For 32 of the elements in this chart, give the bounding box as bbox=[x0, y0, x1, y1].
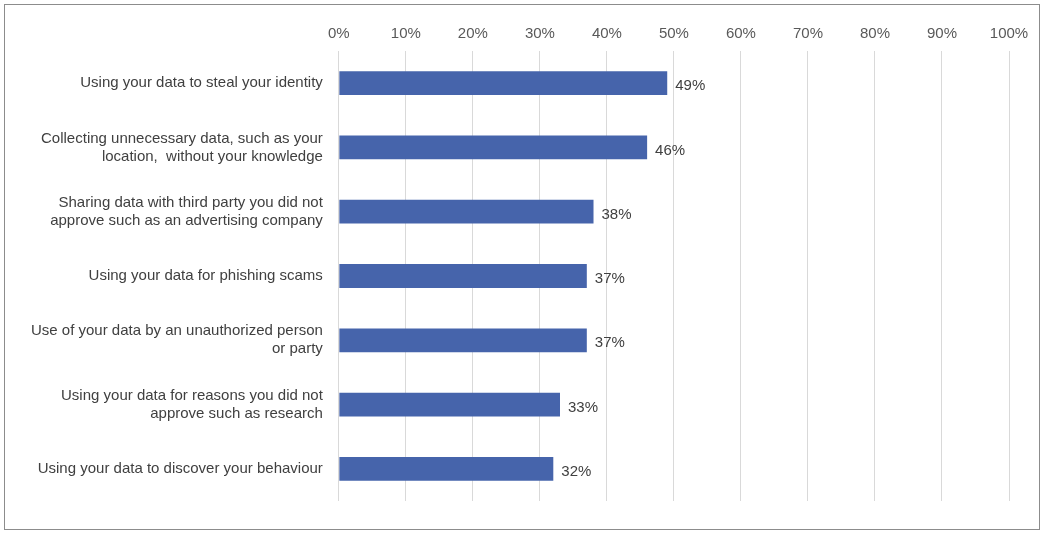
x-tick-label: 90% bbox=[926, 24, 957, 42]
x-tick-label: 40% bbox=[591, 24, 622, 42]
x-tick-label: 60% bbox=[725, 24, 756, 42]
y-tick-label: Using your data to discover your behaviour bbox=[37, 459, 323, 476]
x-tick-label: 70% bbox=[792, 24, 823, 42]
x-tick-label: 0% bbox=[328, 24, 350, 42]
y-tick-label: Collecting unnecessary data, such as your location, without your knowledge bbox=[41, 128, 323, 164]
y-tick-label: Using your data to steal your identity bbox=[80, 73, 324, 91]
x-tick-label: 10% bbox=[390, 24, 421, 42]
bar bbox=[339, 328, 587, 353]
x-tick-label: 100% bbox=[989, 24, 1029, 42]
data-label: 37% bbox=[594, 269, 625, 287]
data-label: 33% bbox=[568, 397, 599, 415]
y-tick-label: Using your data for reasons you did not approve such as research bbox=[61, 385, 324, 421]
x-tick-label: 50% bbox=[658, 24, 689, 42]
data-label: 46% bbox=[655, 140, 686, 158]
data-label: 32% bbox=[561, 462, 592, 479]
bar bbox=[339, 264, 587, 288]
x-tick-label: 20% bbox=[457, 24, 488, 42]
bar bbox=[339, 456, 554, 481]
bar bbox=[339, 199, 594, 224]
x-tick-label: 30% bbox=[524, 24, 555, 42]
x-tick-label: 80% bbox=[859, 24, 890, 42]
y-tick-label: Sharing data with third party you did not approve such as an advertising company bbox=[50, 192, 324, 228]
y-tick-label: Use of your data by an unauthorized person or party bbox=[31, 321, 324, 357]
data-label: 37% bbox=[594, 333, 625, 351]
data-label: 38% bbox=[601, 204, 632, 222]
bar bbox=[339, 392, 560, 417]
bar bbox=[339, 135, 648, 160]
y-tick-label: Using your data for phishing scams bbox=[88, 266, 323, 284]
bar bbox=[339, 71, 668, 96]
data-label: 49% bbox=[675, 76, 706, 94]
